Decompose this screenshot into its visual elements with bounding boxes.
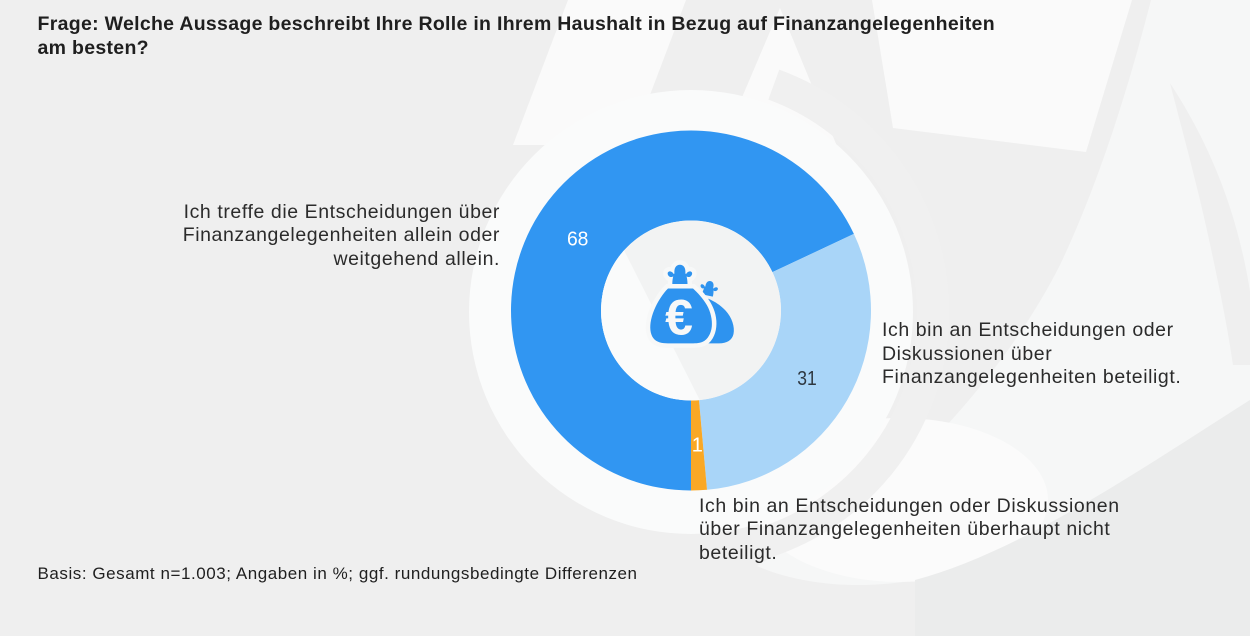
svg-text:68: 68 (567, 229, 589, 251)
svg-text:1: 1 (692, 435, 703, 457)
svg-text:€: € (665, 290, 693, 346)
svg-text:31: 31 (797, 368, 817, 390)
